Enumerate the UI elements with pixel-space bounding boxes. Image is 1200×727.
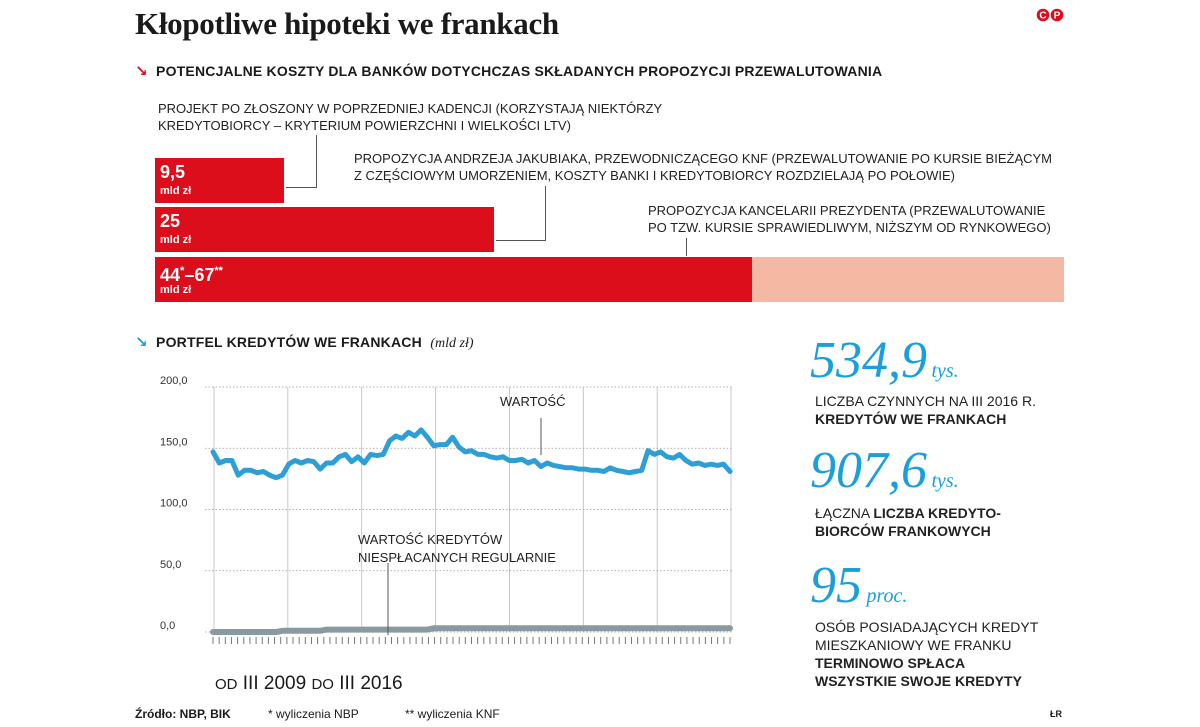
author-initials: ŁR bbox=[1050, 709, 1062, 719]
series-label-nonperforming-line1: WARTOŚĆ KREDYTÓW bbox=[358, 532, 503, 547]
portfolio-line-chart: 0,0 50,0 100,0 150,0 200,0 bbox=[160, 375, 733, 644]
page-title: Kłopotliwe hipoteki we frankach bbox=[135, 6, 559, 41]
y-tick-label: 100,0 bbox=[160, 498, 188, 510]
y-tick-label: 200,0 bbox=[160, 375, 188, 387]
stat-number: 907,6 bbox=[810, 442, 927, 499]
stat-text-line: MIESZKANIOWY WE FRANKU bbox=[815, 637, 1012, 653]
y-tick-label: 150,0 bbox=[160, 436, 188, 448]
bar-unit-label: mld zł bbox=[160, 185, 192, 197]
y-tick-label: 50,0 bbox=[160, 559, 181, 571]
period-from: III 2009 bbox=[242, 673, 307, 694]
cost-bar-po: 9,5 mld zł bbox=[155, 158, 284, 203]
bar-value-label: 9,5 bbox=[160, 162, 186, 182]
period-caption: OD III 2009 DO III 2016 bbox=[215, 673, 403, 695]
stat-text-line: LICZBA CZYNNYCH NA III 2016 R. bbox=[815, 393, 1036, 409]
stat-text-bold: KREDYTÓW WE FRANKACH bbox=[815, 411, 1007, 427]
section2-heading: ↘ Portfel kredytów we frankach (mld zł) bbox=[135, 333, 474, 352]
section2-unit: (mld zł) bbox=[430, 336, 474, 351]
annotation-po-line1: Projekt PO złoszony w poprzedniej kadenc… bbox=[158, 101, 663, 116]
stat-block-active-loans: 534,9 tys. bbox=[810, 335, 959, 387]
section2-title: Portfel kredytów we frankach bbox=[156, 334, 422, 350]
stat-number: 95 bbox=[810, 557, 862, 614]
svg-text:P: P bbox=[1054, 11, 1061, 22]
stat-text-bold: WSZYSTKIE SWOJE KREDYTY bbox=[815, 673, 1022, 689]
footnote-nbp: * wyliczenia NBP bbox=[268, 707, 359, 721]
series-line-value bbox=[210, 427, 733, 481]
series-label-value: WARTOŚĆ bbox=[500, 394, 566, 409]
stat-number: 534,9 bbox=[810, 332, 927, 389]
cost-bar-president: 44*–67** mld zł bbox=[155, 257, 752, 302]
section1-title: Potencjalne koszty dla banków dotychczas… bbox=[156, 63, 883, 79]
annotation-knf: Propozycja Andrzeja Jakubiaka, przewodni… bbox=[354, 150, 1052, 184]
stat-block-punctual: 95 proc. bbox=[810, 560, 907, 612]
stat-description: LICZBA CZYNNYCH NA III 2016 R. KREDYTÓW … bbox=[815, 392, 1036, 428]
annotation-po-line2: kredytobiorcy – kryterium powierzchni i … bbox=[158, 118, 571, 133]
stat-description: OSÓB POSIADAJĄCYCH KREDYT MIESZKANIOWY W… bbox=[815, 618, 1038, 690]
stat-text-line: OSÓB POSIADAJĄCYCH KREDYT bbox=[815, 619, 1039, 635]
period-to-pre: DO bbox=[311, 676, 334, 693]
stat-text-bold: TERMINOWO SPŁACA bbox=[815, 655, 966, 671]
bar-unit-label: mld zł bbox=[160, 284, 192, 296]
period-to: III 2016 bbox=[339, 673, 403, 694]
stat-unit: proc. bbox=[866, 585, 908, 607]
annotation-knf-line1: Propozycja Andrzeja Jakubiaka, przewodni… bbox=[354, 151, 1053, 166]
bar-unit-label: mld zł bbox=[160, 234, 192, 246]
section1-heading: ↘ Potencjalne koszty dla banków dotychcz… bbox=[135, 62, 882, 81]
stat-unit: tys. bbox=[931, 360, 959, 382]
annotation-president: Propozycja Kancelarii Prezydenta (przewa… bbox=[648, 202, 1051, 236]
series-line-nonperforming bbox=[210, 625, 733, 635]
stat-description: ŁĄCZNA LICZBA KREDYTO- BIORCÓW FRANKOWYC… bbox=[815, 504, 1001, 540]
cost-bar-knf: 25 mld zł bbox=[155, 207, 494, 252]
connector-line bbox=[286, 187, 317, 188]
annotation-president-line2: po tzw. kursie sprawiedliwym, niższym od… bbox=[648, 220, 1051, 235]
connector-line bbox=[316, 135, 317, 188]
period-from-pre: OD bbox=[215, 676, 238, 693]
stat-text-bold: BIORCÓW FRANKOWYCH bbox=[815, 523, 991, 539]
annotation-knf-line2: z częściowym umorzeniem, koszty banki i … bbox=[354, 168, 955, 183]
source-note: Źródło: NBP, BIK bbox=[135, 707, 231, 721]
stat-unit: tys. bbox=[931, 470, 959, 492]
stat-block-borrowers: 907,6 tys. bbox=[810, 445, 959, 497]
svg-text:C: C bbox=[1039, 11, 1046, 22]
connector-line bbox=[496, 240, 546, 241]
connector-line bbox=[686, 238, 687, 256]
series-label-nonperforming-line2: NIESPŁACANYCH REGULARNIE bbox=[358, 550, 556, 565]
y-tick-label: 0,0 bbox=[160, 620, 175, 632]
connector-line bbox=[545, 186, 546, 241]
stat-text-bold: LICZBA KREDYTO- bbox=[873, 505, 1001, 521]
arrow-down-right-icon: ↘ bbox=[135, 63, 148, 80]
annotation-po: Projekt PO złoszony w poprzedniej kadenc… bbox=[158, 100, 662, 134]
stat-text-line: ŁĄCZNA bbox=[815, 505, 874, 521]
annotation-president-line1: Propozycja Kancelarii Prezydenta (przewa… bbox=[648, 203, 1046, 218]
arrow-down-right-icon: ↘ bbox=[135, 334, 148, 351]
bar-value-label: 25 bbox=[160, 211, 181, 231]
bar-value-label: 44*–67** bbox=[160, 265, 223, 285]
publisher-logo: C P bbox=[1036, 8, 1064, 22]
footnote-knf: ** wyliczenia KNF bbox=[405, 707, 500, 721]
